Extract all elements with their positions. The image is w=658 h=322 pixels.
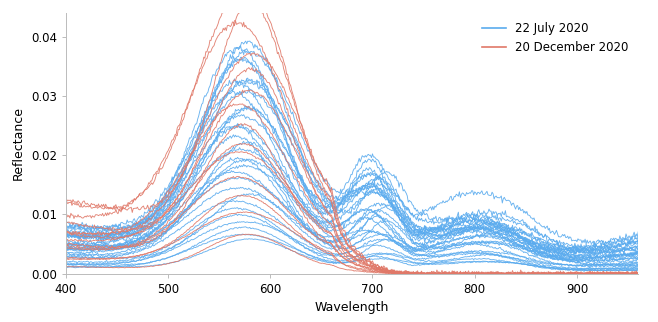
X-axis label: Wavelength: Wavelength xyxy=(315,301,390,314)
Legend: 22 July 2020, 20 December 2020: 22 July 2020, 20 December 2020 xyxy=(479,19,632,58)
Y-axis label: Reflectance: Reflectance xyxy=(13,106,25,180)
